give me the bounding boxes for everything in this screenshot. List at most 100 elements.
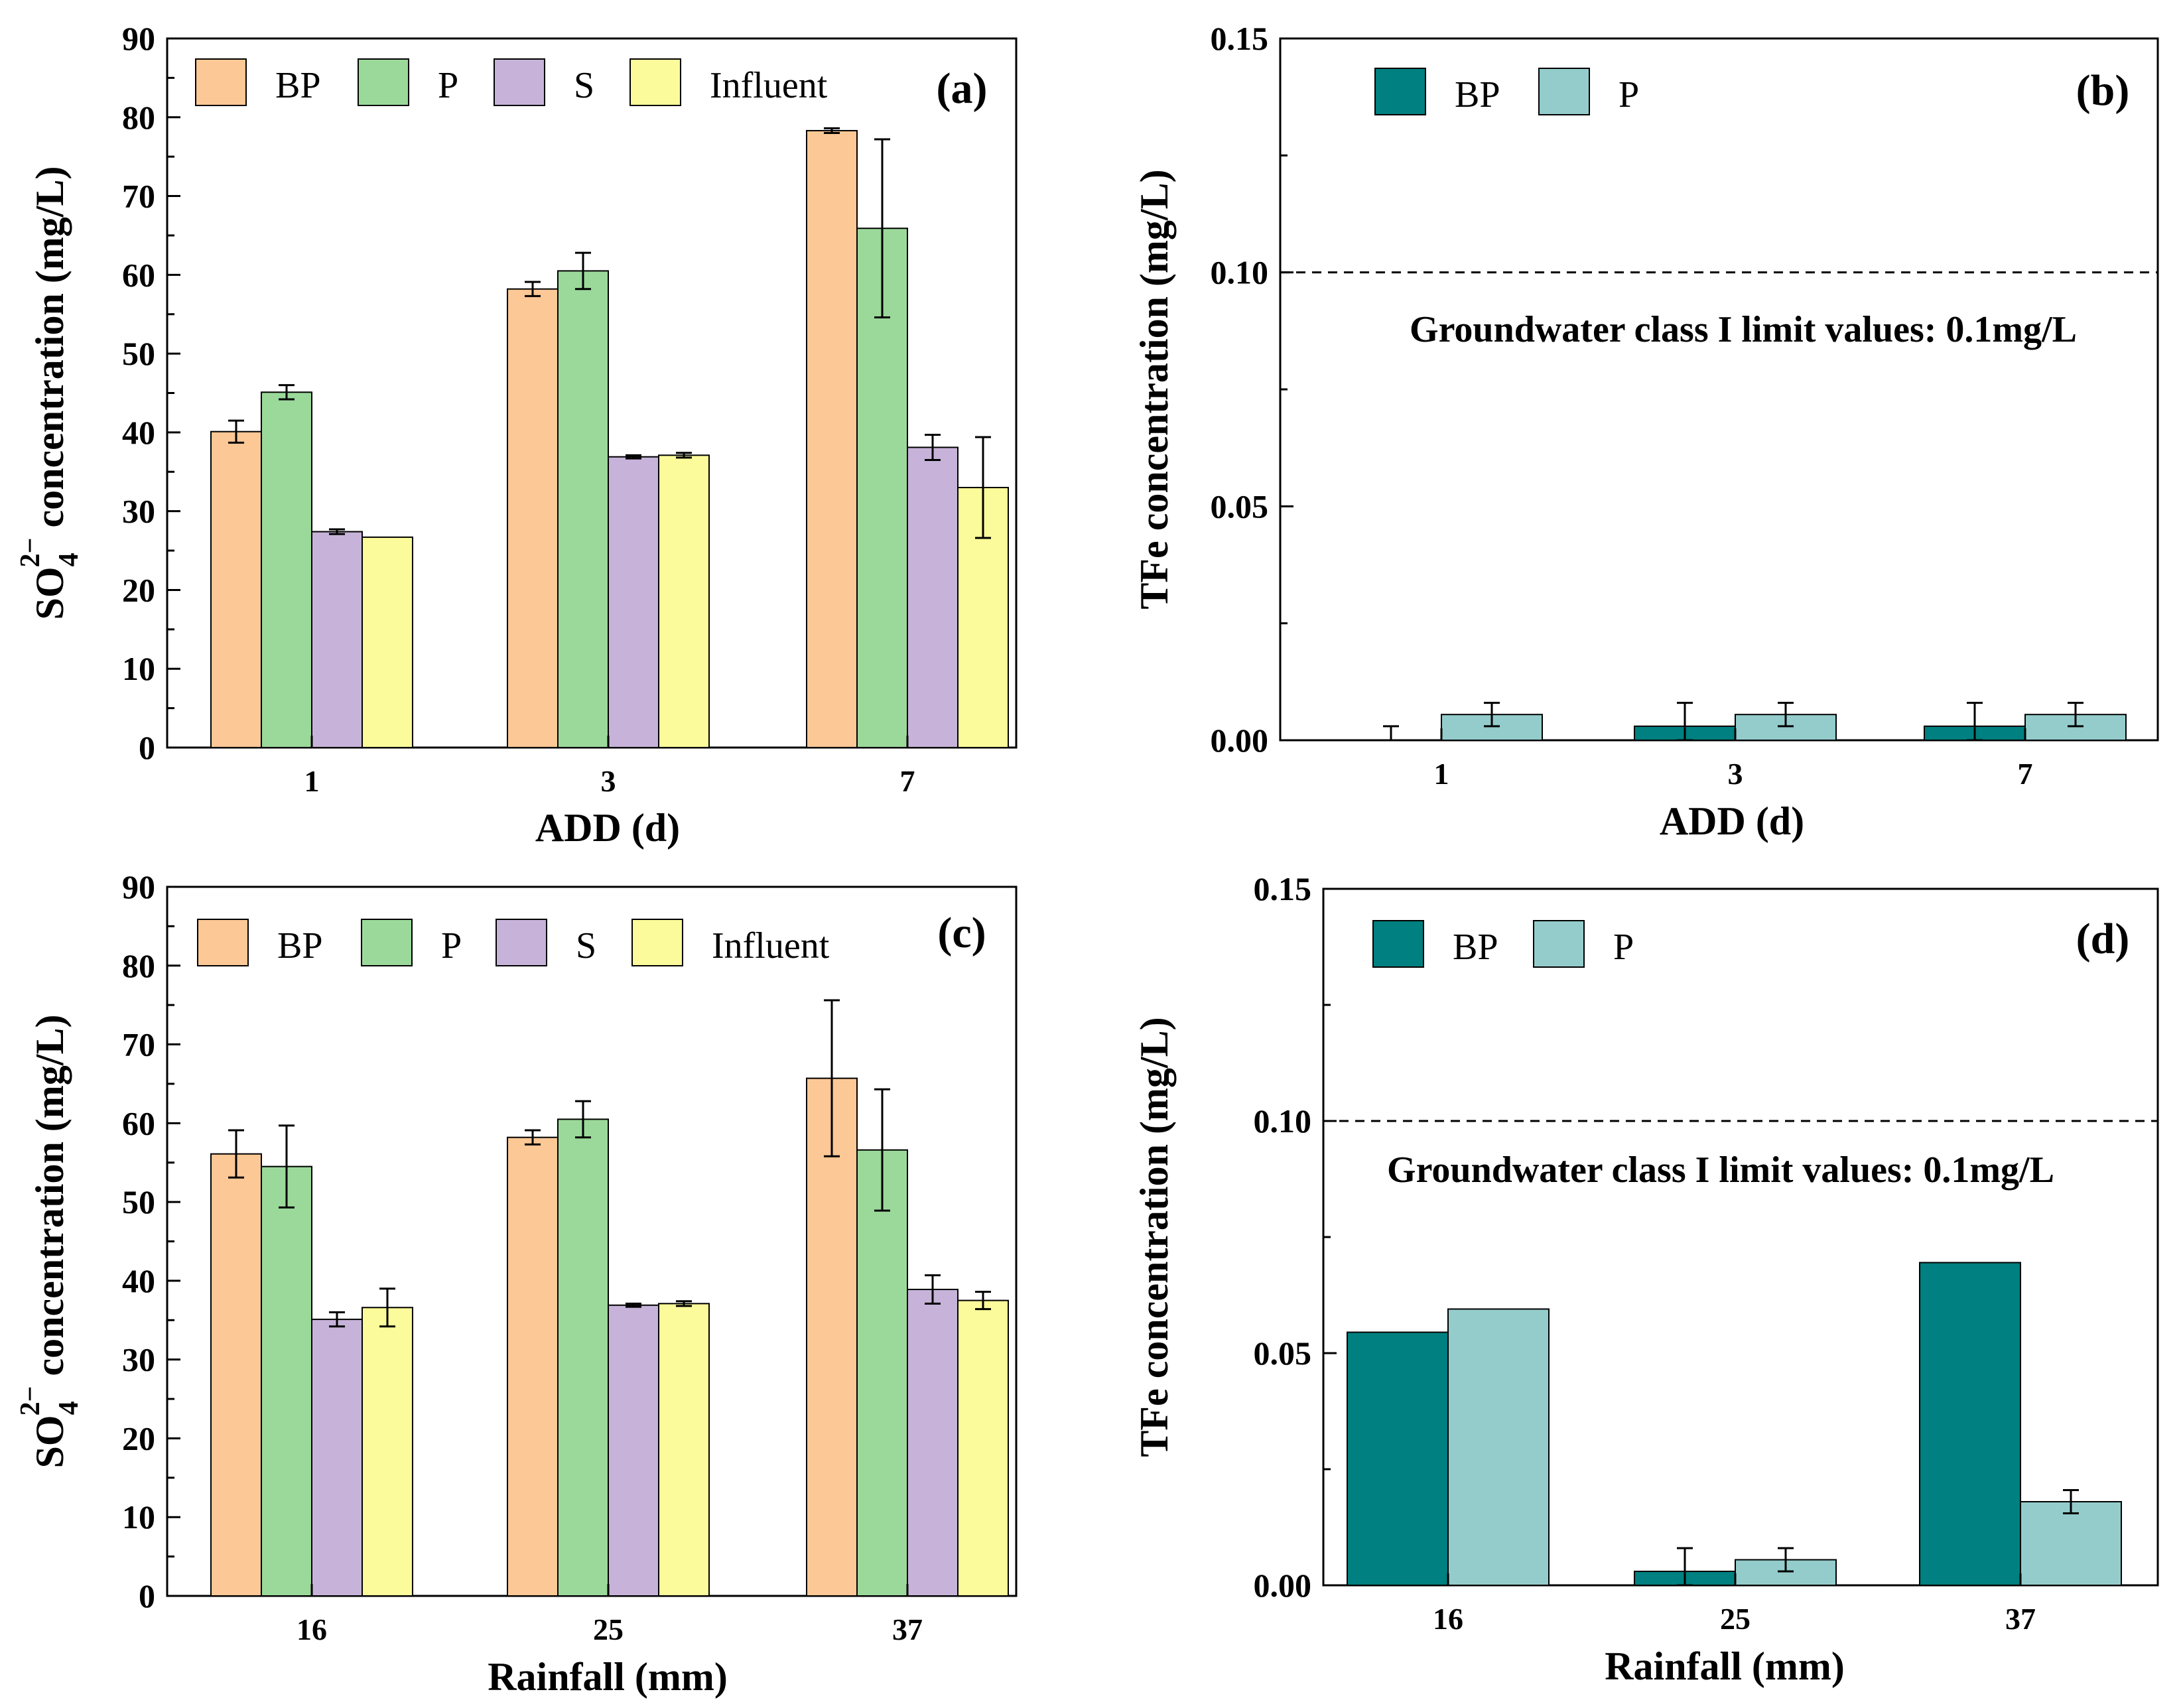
- error-bar-bp-1: [1383, 725, 1399, 742]
- error-bar-bp-7: [824, 127, 840, 135]
- error-bar-s-7: [925, 433, 941, 461]
- legend-label: P: [441, 925, 462, 966]
- error-bar-s-37: [925, 1274, 941, 1305]
- x-tick-label: 7: [2018, 757, 2033, 791]
- legend-label: Influent: [710, 65, 828, 106]
- x-tick-label: 25: [1720, 1602, 1751, 1636]
- y-tick-label: 50: [122, 335, 155, 372]
- bar-p-16: [261, 1165, 312, 1597]
- bar-bp-37: [1919, 1262, 2021, 1586]
- y-tick-label: 0.10: [1254, 1102, 1312, 1140]
- y-axis-label-main: SO: [28, 1415, 72, 1468]
- error-bar-p-37: [874, 1088, 890, 1212]
- chart-panel-c: 0 10 20 30 40 50 60 70 80 90 16 25 37 BP P S Influent (c)…: [15, 868, 1018, 1699]
- bar-s-37: [907, 1288, 959, 1597]
- bar-p-3: [557, 270, 609, 748]
- legend-label: P: [1619, 74, 1639, 115]
- y-axis-label: TFe concentration (mg/L): [1132, 169, 1176, 609]
- legend-label: S: [576, 925, 596, 966]
- legend-label: S: [574, 65, 594, 106]
- error-bar-influent-3: [676, 452, 692, 459]
- error-bar-p-3: [1778, 702, 1794, 728]
- bar-bp-1: [210, 430, 262, 748]
- legend-label: BP: [277, 925, 323, 966]
- legend-swatch-s: [494, 58, 545, 106]
- bar-s-1: [311, 531, 363, 748]
- y-tick-label: 40: [122, 414, 155, 451]
- error-bar-p-1: [1484, 702, 1500, 728]
- y-axis-label-subscript: 4: [54, 553, 84, 566]
- error-bar-s-25: [626, 1302, 641, 1308]
- error-bar-bp-3: [525, 281, 541, 297]
- error-bar-p-1: [279, 384, 295, 401]
- y-axis-label: SO4 2− concentration (mg/L): [15, 1015, 84, 1469]
- x-tick-label: 3: [601, 764, 616, 798]
- y-axis-label-subscript: 4: [54, 1401, 84, 1415]
- error-bar-bp-3: [1677, 702, 1693, 742]
- y-axis-label-superscript: 2−: [15, 537, 46, 567]
- error-bar-p-7: [874, 138, 890, 318]
- legend-swatch-bp: [195, 58, 247, 106]
- x-tick-label: 37: [2005, 1602, 2036, 1636]
- limit-annotation: Groundwater class I limit values: 0.1mg/…: [1387, 1150, 2054, 1191]
- y-axis-label-rest: concentration (mg/L): [28, 1015, 72, 1386]
- panel-label: (c): [937, 909, 986, 957]
- legend-swatch-p: [361, 919, 413, 966]
- bar-p-1: [261, 391, 312, 748]
- legend-swatch-influent: [631, 919, 683, 966]
- bar-influent-7: [957, 487, 1009, 748]
- y-axis-label-superscript: 2−: [15, 1386, 46, 1415]
- y-tick-label: 70: [122, 178, 155, 215]
- panel-label: (d): [2076, 915, 2130, 963]
- y-tick-label: 10: [122, 1498, 155, 1536]
- bar-p-16: [1447, 1308, 1550, 1586]
- y-tick-label: 90: [122, 20, 155, 57]
- y-tick-label: 30: [122, 1341, 155, 1378]
- error-bar-influent-7: [975, 436, 991, 539]
- bar-p-37: [856, 1149, 908, 1597]
- limit-annotation: Groundwater class I limit values: 0.1mg/…: [1410, 309, 2077, 350]
- error-bar-p-37: [2063, 1489, 2079, 1514]
- y-tick-label: 80: [122, 99, 155, 136]
- y-tick-label: 0.15: [1211, 20, 1269, 57]
- legend-swatch-bp: [197, 919, 249, 966]
- x-tick-label: 7: [900, 764, 915, 798]
- y-tick-label: 30: [122, 493, 155, 530]
- y-tick-label: 50: [122, 1183, 155, 1220]
- legend-label: BP: [275, 65, 321, 106]
- x-tick-label: 25: [593, 1612, 624, 1646]
- y-tick-label: 10: [122, 650, 155, 687]
- plot-frame: [1279, 37, 2159, 742]
- y-axis-label: SO4 2− concentration (mg/L): [15, 166, 84, 620]
- x-axis-label: Rainfall (mm): [1605, 1644, 1845, 1688]
- error-bar-s-3: [626, 454, 641, 460]
- y-tick-label: 60: [122, 256, 155, 293]
- legend-label: Influent: [712, 925, 830, 966]
- bar-s-16: [311, 1319, 363, 1597]
- error-bar-bp-16: [228, 1129, 244, 1179]
- y-axis-label-main: SO: [28, 566, 72, 620]
- bar-s-25: [608, 1304, 659, 1597]
- legend-swatch-influent: [629, 58, 681, 106]
- y-tick-label: 20: [122, 571, 155, 608]
- legend-swatch-p: [1538, 68, 1590, 115]
- chart-panel-b: 0.00 0.05 0.10 0.15 Groundwater class I limi…: [1132, 20, 2159, 843]
- legend-swatch-bp: [1374, 68, 1426, 115]
- y-tick-label: 40: [122, 1262, 155, 1299]
- error-bar-bp-7: [1967, 702, 1983, 742]
- error-bar-influent-16: [379, 1287, 395, 1328]
- legend-label: P: [438, 65, 458, 106]
- chart-panel-d: 0.00 0.05 0.10 0.15 Groundwater class I limi…: [1132, 870, 2159, 1688]
- legend-label: BP: [1453, 927, 1498, 968]
- y-tick-label: 0.10: [1211, 254, 1269, 291]
- y-tick-label: 0: [139, 1577, 155, 1614]
- error-bar-p-16: [279, 1124, 295, 1209]
- y-axis-label: TFe concentration (mg/L): [1132, 1017, 1176, 1457]
- bar-bp-25: [507, 1136, 559, 1597]
- bar-p-37: [2020, 1501, 2122, 1586]
- panel-label: (a): [937, 64, 988, 113]
- error-bar-p-25: [1778, 1547, 1794, 1573]
- legend-swatch-bp: [1372, 920, 1424, 968]
- y-tick-label: 80: [122, 947, 155, 984]
